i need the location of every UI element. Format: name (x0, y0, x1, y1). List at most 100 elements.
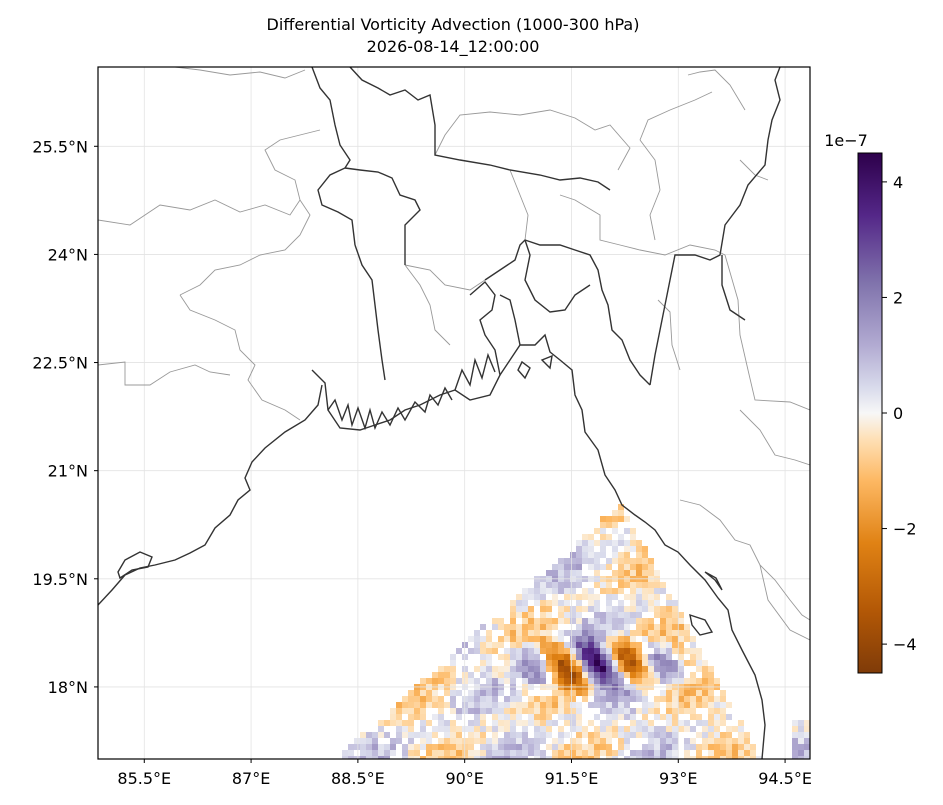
field-cell-243 (486, 666, 492, 672)
field-cell-183 (468, 636, 474, 642)
field-cell-1095 (660, 696, 666, 702)
field-cell-857 (618, 540, 624, 546)
field-cell-837 (612, 654, 618, 660)
field-cell-159 (456, 678, 462, 684)
field-cell-106 (432, 696, 438, 702)
field-cell-822 (612, 546, 618, 552)
field-cell-1122 (666, 708, 672, 714)
field-cell-1147 (672, 702, 678, 708)
field-cell-1301 (744, 744, 750, 750)
field-cell-580 (564, 714, 570, 720)
field-cell-91 (426, 678, 432, 684)
field-cell-1157 (678, 612, 684, 618)
field-cell-185 (468, 672, 474, 678)
field-cell-889 (618, 750, 624, 756)
field-cell-1111 (666, 642, 672, 648)
field-cell-447 (540, 594, 546, 600)
field-cell-763 (600, 648, 606, 654)
field-cell-1220 (696, 720, 702, 726)
field-cell-516 (552, 690, 558, 696)
field-cell-761 (600, 636, 606, 642)
field-cell-644 (576, 708, 582, 714)
field-cell-1219 (696, 714, 702, 720)
field-cell-560 (564, 582, 570, 588)
field-cell-1141 (672, 666, 678, 672)
field-cell-957 (630, 756, 636, 759)
field-cell-581 (564, 720, 570, 726)
field-cell-487 (546, 666, 552, 672)
field-cell-1233 (702, 720, 708, 726)
field-cell-1156 (672, 756, 678, 759)
field-cell-371 (522, 618, 528, 624)
field-cell-839 (612, 666, 618, 672)
field-cell-968 (636, 600, 642, 606)
field-cell-850 (612, 732, 618, 738)
field-cell-1084 (660, 624, 666, 630)
field-cell-716 (594, 564, 600, 570)
field-cell-347 (516, 630, 522, 636)
field-cell-215 (474, 756, 480, 759)
field-cell-490 (546, 702, 552, 708)
field-cell-362 (516, 738, 522, 744)
field-cell-900 (624, 594, 630, 600)
field-cell-87 (420, 732, 426, 738)
field-cell-936 (630, 606, 636, 612)
field-cell-9 (360, 738, 366, 744)
field-cell-649 (576, 738, 582, 744)
field-cell-772 (600, 702, 606, 708)
field-cell-314 (504, 756, 510, 759)
field-cell-899 (624, 582, 630, 588)
field-cell-923 (624, 756, 630, 759)
field-cell-419 (534, 588, 540, 594)
field-cell-1119 (666, 690, 672, 696)
field-cell-705 (588, 702, 594, 708)
field-cell-318 (510, 618, 516, 624)
field-cell-391 (522, 750, 528, 756)
field-cell-925 (630, 534, 636, 540)
field-cell-594 (570, 606, 576, 612)
field-cell-1203 (690, 702, 696, 708)
field-cell-1091 (660, 666, 666, 672)
field-cell-428 (534, 654, 540, 660)
field-cell-422 (534, 618, 540, 624)
field-cell-324 (510, 654, 516, 660)
field-cell-1155 (672, 750, 678, 756)
field-cell-149 (450, 702, 456, 708)
field-cell-529 (558, 582, 564, 588)
field-cell-894 (624, 552, 630, 558)
field-cell-1106 (666, 612, 672, 618)
field-cell-947 (630, 678, 636, 684)
field-cell-52 (402, 732, 408, 738)
field-cell-404 (528, 660, 534, 666)
field-cell-11 (360, 750, 366, 756)
field-cell-305 (504, 702, 510, 708)
field-cell-605 (570, 678, 576, 684)
field-cell-1066 (654, 666, 660, 672)
field-cell-733 (594, 672, 600, 678)
y-tick-label-3: 21°N (48, 462, 88, 481)
field-cell-1266 (714, 750, 720, 756)
field-cell-384 (522, 702, 528, 708)
field-cell-283 (498, 678, 504, 684)
field-cell-492 (546, 714, 552, 720)
field-cell-684 (588, 552, 594, 558)
field-cell-700 (588, 666, 594, 672)
field-cell-101 (426, 756, 432, 759)
field-cell-621 (576, 558, 582, 564)
field-cell-450 (540, 612, 546, 618)
field-cell-833 (612, 630, 618, 636)
field-cell-50 (402, 720, 408, 726)
field-cell-485 (546, 654, 552, 660)
colorbar: 1e−7 4 2 0 −2 −4 (824, 131, 917, 674)
field-cell-1192 (684, 756, 690, 759)
field-cell-1320 (798, 750, 804, 756)
field-cell-441 (534, 744, 540, 750)
field-cell-1115 (666, 666, 672, 672)
field-cell-1326 (804, 744, 810, 750)
field-cell-851 (612, 750, 618, 756)
field-cell-726 (594, 630, 600, 636)
field-cell-383 (522, 690, 528, 696)
field-cell-195 (468, 744, 474, 750)
field-cell-728 (594, 642, 600, 648)
field-cell-1316 (798, 726, 804, 732)
